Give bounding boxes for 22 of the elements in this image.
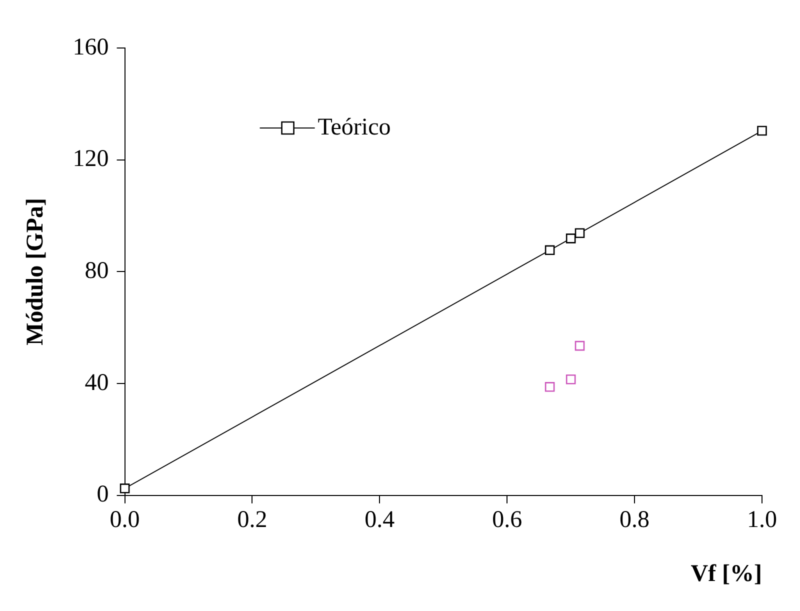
x-tick-label: 0.4 — [364, 507, 395, 534]
y-tick-label: 80 — [84, 258, 109, 284]
point — [544, 382, 555, 392]
x-tick-label: 0.8 — [620, 507, 650, 534]
point — [120, 484, 130, 494]
y-tick-label: 0 — [96, 482, 109, 508]
y-tick-label: 160 — [72, 34, 109, 60]
point — [574, 340, 585, 351]
x-axis-title: Vf [%] — [690, 560, 762, 587]
point — [566, 234, 576, 244]
point — [544, 245, 555, 256]
point — [574, 228, 585, 238]
x-tick-label: 0.2 — [237, 507, 268, 534]
y-axis-title: Módulo [GPa] — [22, 198, 49, 346]
x-tick-label: 0.0 — [110, 507, 140, 534]
y-tick-label: 120 — [72, 146, 109, 172]
x-tick-label: 1.0 — [747, 507, 777, 534]
x-tick-label: 0.6 — [492, 507, 522, 534]
y-tick-label: 40 — [84, 370, 109, 396]
point — [757, 126, 767, 136]
point — [566, 374, 576, 384]
legend-label: Teórico — [318, 114, 391, 140]
